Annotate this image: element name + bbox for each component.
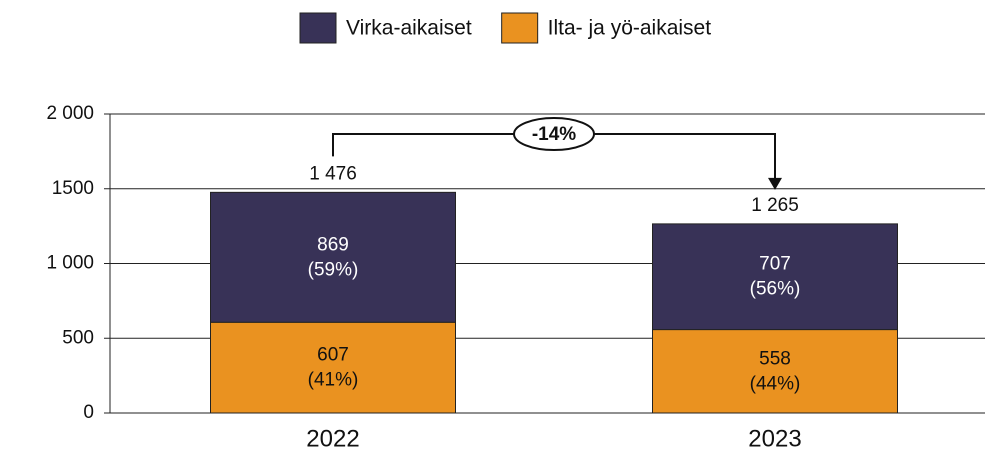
legend-swatch xyxy=(501,12,539,44)
y-tick-label: 0 xyxy=(83,402,94,423)
total-label: 1 476 xyxy=(309,163,357,184)
bar-segment xyxy=(210,191,456,323)
data-label: 869 xyxy=(317,234,349,255)
bar-segment xyxy=(210,321,456,414)
total-label: 1 265 xyxy=(751,195,799,216)
y-tick-label: 500 xyxy=(62,327,94,348)
data-label: 707 xyxy=(759,254,791,275)
annotation-badge xyxy=(513,117,595,151)
bar-segment xyxy=(652,223,898,331)
y-tick-label: 1500 xyxy=(52,178,94,199)
annotation-text: -14% xyxy=(532,124,576,145)
x-tick-label: 2022 xyxy=(306,425,359,452)
y-tick-label: 1 000 xyxy=(46,253,94,274)
annotation-arrowhead xyxy=(768,177,782,190)
percent-label: (44%) xyxy=(750,373,801,394)
data-label: 607 xyxy=(317,345,349,366)
legend-label: Virka-aikaiset xyxy=(346,17,472,40)
x-tick-label: 2023 xyxy=(748,425,801,452)
percent-label: (56%) xyxy=(750,279,801,300)
y-tick-label: 2 000 xyxy=(46,103,94,124)
bar-segment xyxy=(652,329,898,414)
legend-swatch xyxy=(299,12,337,44)
legend-label: Ilta- ja yö-aikaiset xyxy=(548,17,712,40)
percent-label: (41%) xyxy=(308,370,359,391)
percent-label: (59%) xyxy=(308,259,359,280)
data-label: 558 xyxy=(759,348,791,369)
